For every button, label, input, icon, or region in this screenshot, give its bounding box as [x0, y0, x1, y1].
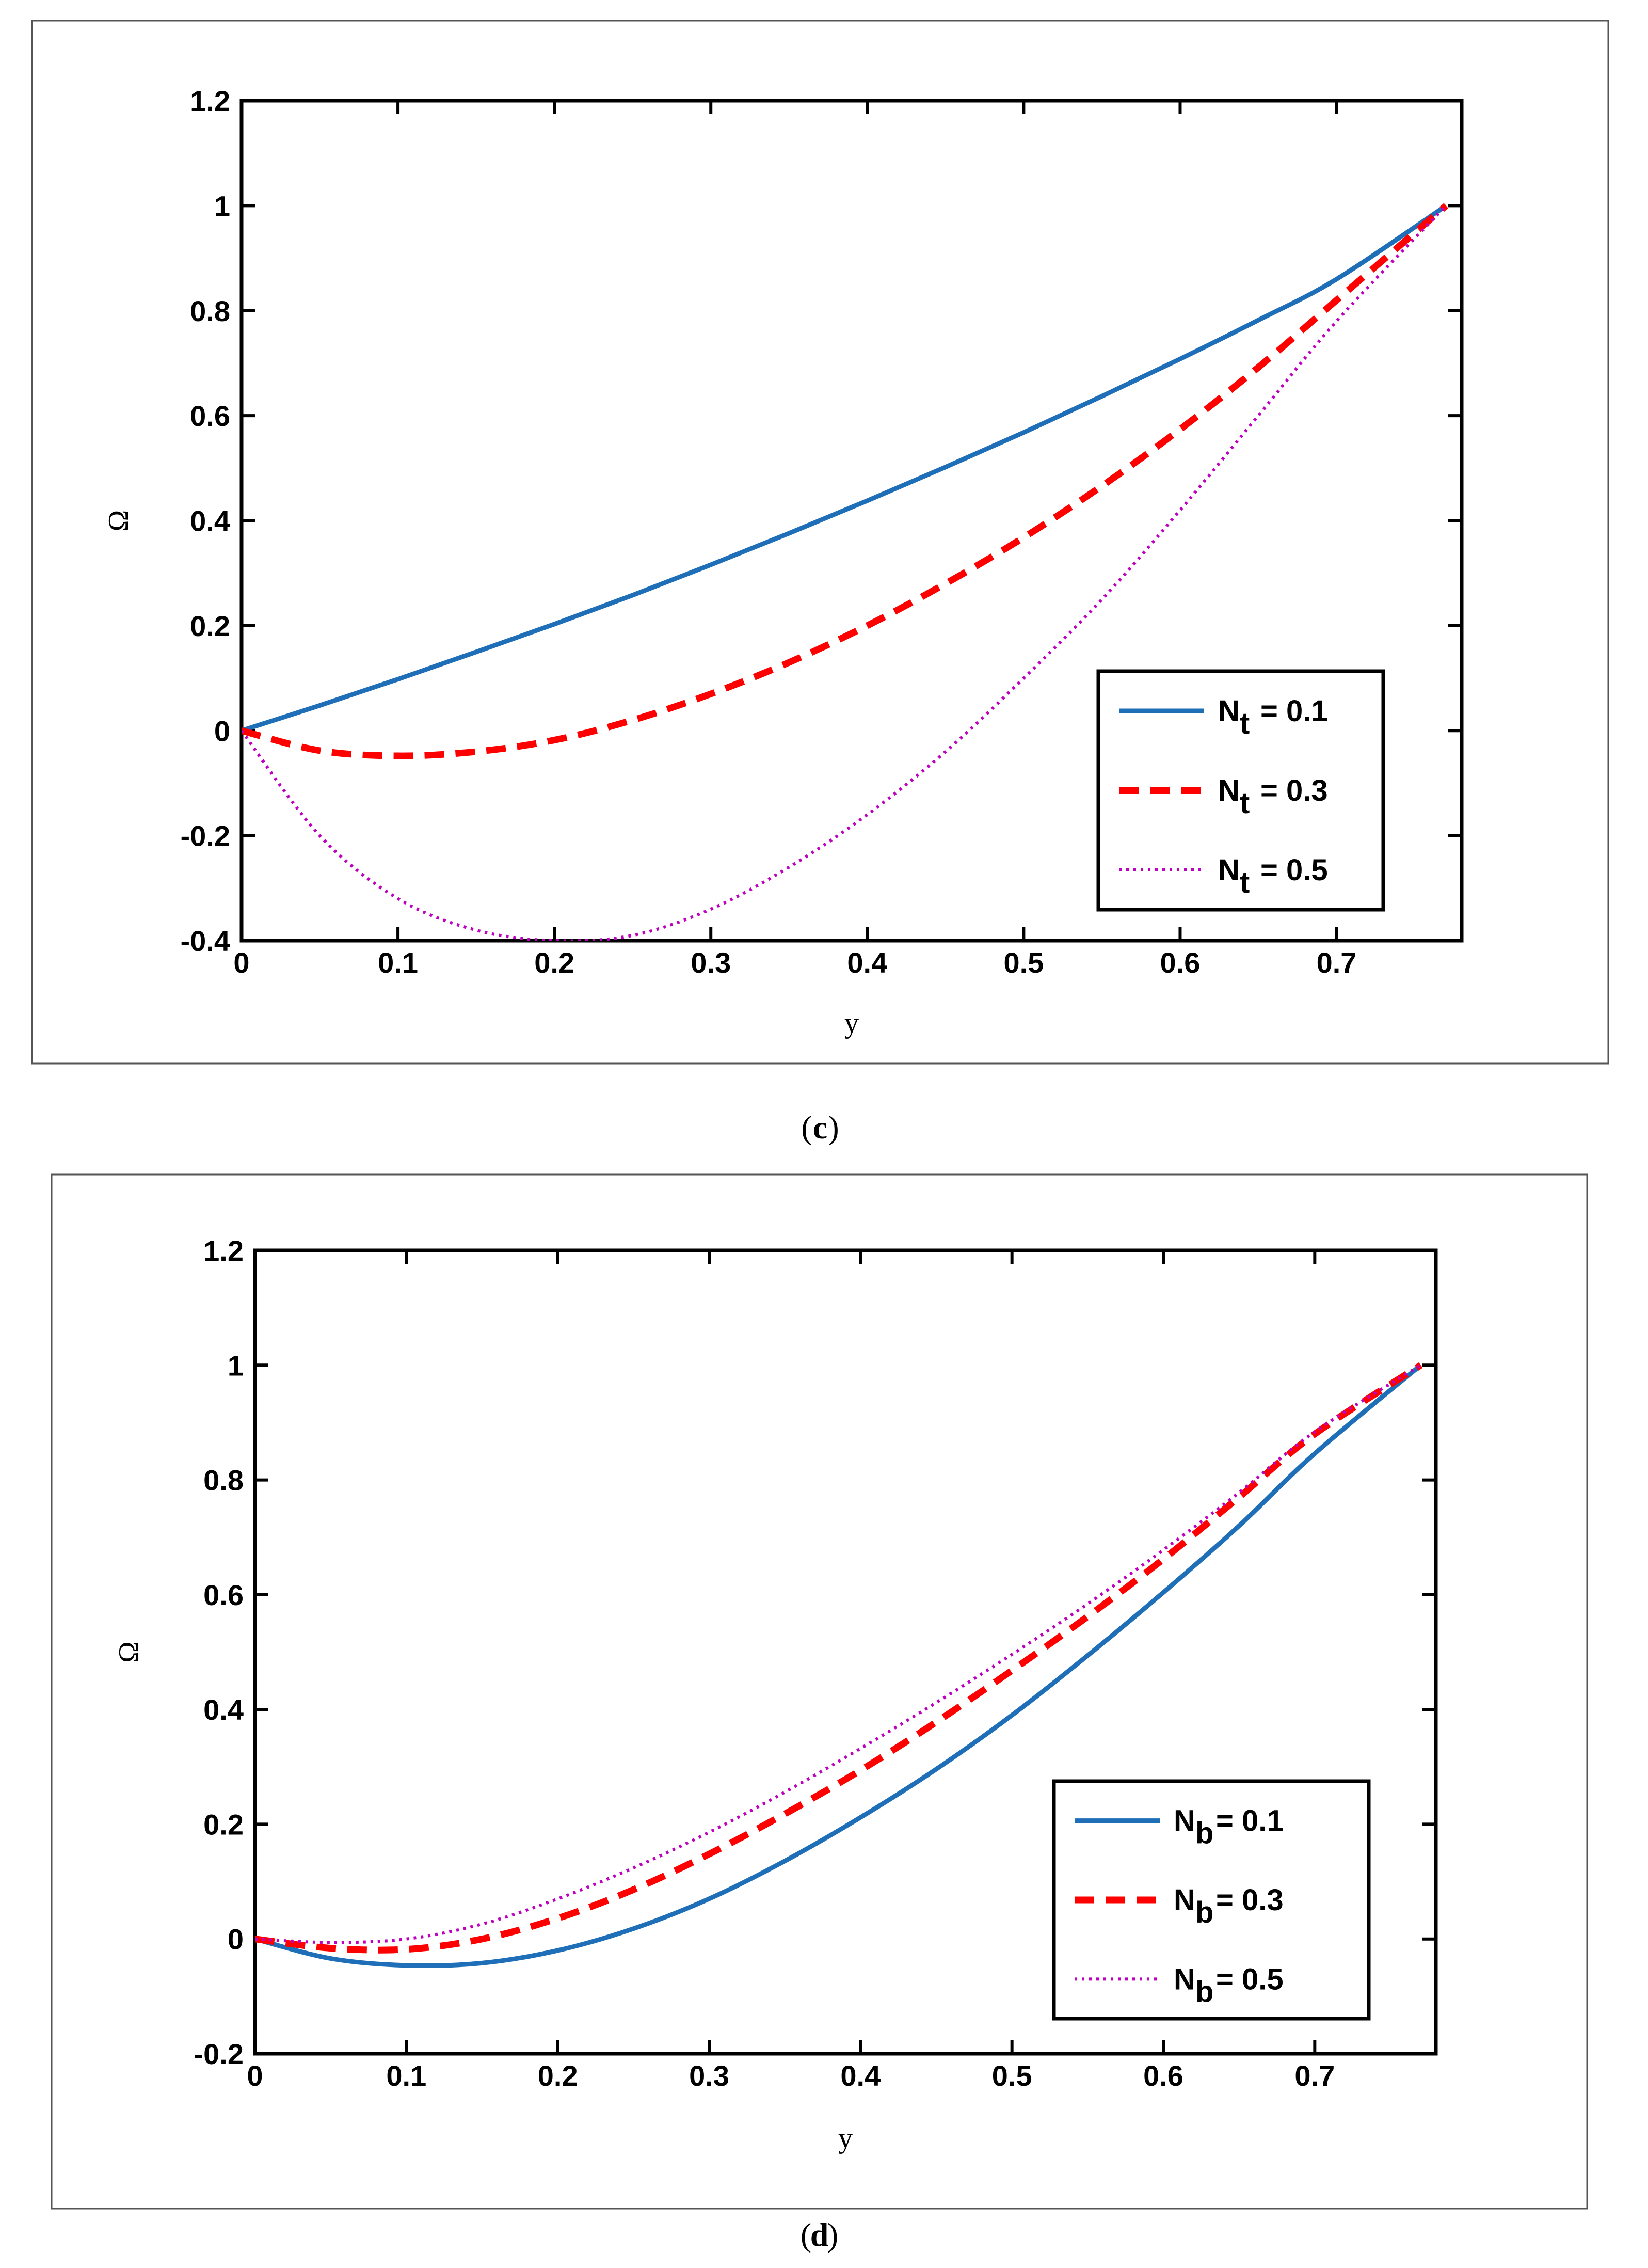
x-tick-label: 0.3	[689, 2059, 729, 2092]
legend-label-value: = 0.5	[1260, 853, 1328, 887]
y-tick-label: 0.4	[203, 1693, 244, 1726]
x-tick-label: 0.2	[534, 946, 574, 979]
y-tick-label: 1	[228, 1349, 244, 1382]
caption-close-paren: )	[827, 2216, 838, 2253]
legend-label-subscript: t	[1240, 786, 1250, 820]
x-tick-label: 0.1	[386, 2059, 426, 2092]
legend-label-base: N	[1218, 694, 1240, 728]
y-tick-label: -0.2	[194, 2038, 244, 2070]
y-tick-label: 0.4	[190, 505, 230, 537]
legend-label-base: N	[1174, 1804, 1195, 1838]
y-tick-label: 1	[214, 189, 230, 222]
series-line-2	[255, 1362, 1423, 1954]
x-tick-label: 0.5	[1003, 946, 1044, 979]
caption-letter: c	[813, 1109, 827, 1146]
chart-panel-d: 0 0.1 0.2 0.3 0.4 0.5 0.6 0.7-0.200.20.40.60.81…	[51, 1173, 1588, 2253]
series-line-1	[255, 1363, 1422, 1968]
y-tick-label: 0.8	[203, 1464, 244, 1497]
legend-label-value: = 0.5	[1216, 1962, 1284, 1996]
legend-label-base: N	[1174, 1883, 1195, 1917]
x-tick-label: 0.4	[847, 946, 887, 979]
caption-open-paren: (	[801, 1109, 812, 1146]
y-tick-label: 0	[214, 715, 230, 747]
y-tick-label: 0.6	[190, 400, 230, 432]
legend-label-subscript: t	[1240, 707, 1250, 740]
y-tick-label: 0.2	[203, 1808, 244, 1841]
x-tick-label: 0.5	[992, 2059, 1032, 2092]
y-tick-label: 0	[228, 1923, 244, 1956]
x-tick-label: 0.6	[1143, 2059, 1183, 2092]
y-tick-label: 0.6	[203, 1579, 244, 1611]
caption-open-paren: (	[801, 2216, 811, 2253]
y-tick-label: 1.2	[190, 85, 230, 117]
legend-label-value: = 0.3	[1260, 774, 1328, 807]
legend-label-subscript: b	[1195, 1896, 1213, 1929]
x-tick-label: 0.7	[1317, 946, 1357, 979]
x-axis-label: y	[844, 1007, 859, 1039]
legend-label-value: = 0.3	[1216, 1883, 1284, 1917]
caption-letter: d	[810, 2216, 829, 2253]
legend-label-subscript: b	[1195, 1817, 1213, 1850]
x-tick-label: 0.4	[840, 2059, 881, 2092]
y-tick-label: 0.8	[190, 295, 230, 327]
x-tick-label: 0	[247, 2059, 263, 2092]
x-tick-label: 0.6	[1160, 946, 1201, 979]
legend-label-base: N	[1218, 774, 1240, 807]
y-tick-label: -0.2	[181, 820, 231, 852]
legend-label-base: N	[1218, 853, 1240, 887]
series-line-3	[242, 204, 1447, 941]
y-tick-label: 1.2	[203, 1234, 244, 1267]
x-tick-label: 0.1	[378, 946, 418, 979]
series-line-1	[242, 203, 1448, 733]
y-axis-label: Ω	[103, 510, 135, 532]
x-tick-label: 0.7	[1294, 2059, 1335, 2092]
x-axis-label: y	[838, 2122, 853, 2154]
x-tick-label: 0.2	[538, 2059, 578, 2092]
x-tick-label: 0	[233, 946, 249, 979]
x-tick-label: 0.3	[691, 946, 731, 979]
caption-close-paren: )	[828, 1109, 839, 1146]
legend-label-base: N	[1174, 1962, 1195, 1996]
legend-label-value: = 0.1	[1216, 1804, 1284, 1838]
legend-label-value: = 0.1	[1260, 694, 1328, 728]
y-axis-label: Ω	[113, 1641, 145, 1663]
y-tick-label: 0.2	[190, 610, 230, 642]
y-tick-label: -0.4	[181, 925, 231, 957]
legend-label-subscript: t	[1240, 866, 1250, 899]
chart-panel-c: 0 0.1 0.2 0.3 0.4 0.5 0.6 0.7 -0.4 -0.2 0 0.2 0.4 0.6…	[31, 20, 1609, 1146]
legend-label-subscript: b	[1195, 1975, 1213, 2008]
